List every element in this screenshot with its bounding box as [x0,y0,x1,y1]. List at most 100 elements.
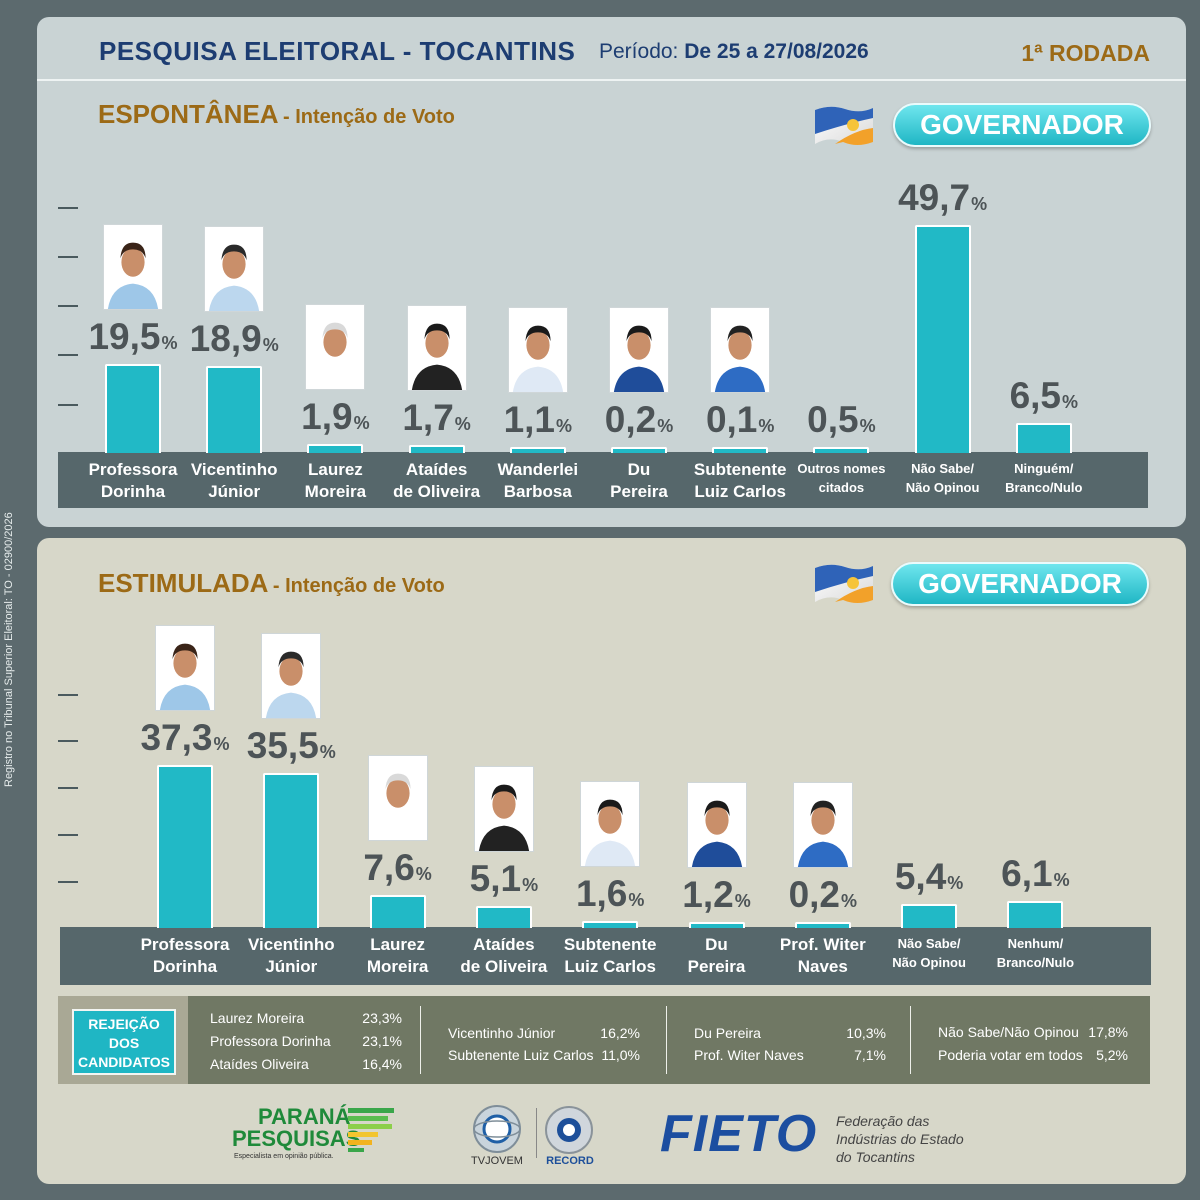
bar [369,894,426,928]
data-label: 19,5% [73,316,193,358]
category-label-line: de Oliveira [460,957,548,976]
data-label-value: 0,2 [604,399,657,440]
data-label: 5,4% [869,856,989,898]
rejection-row: Prof. Witer Naves 7,1% [694,1047,886,1065]
candidate-photo [507,307,568,393]
category-label-line: Moreira [366,957,429,976]
category-label-band [60,927,1151,985]
category-label-line: Professora [88,460,178,479]
data-label-unit: % [947,873,964,894]
bar [914,225,971,453]
period-value: De 25 a 27/08/2026 [684,40,869,63]
data-label: 6,1% [975,853,1095,895]
category-label-line: Branco/Nulo [996,955,1075,970]
category-label: Laurez Moreira [279,459,391,503]
y-axis-tick [58,354,78,356]
data-label-value: 6,1 [1001,853,1053,895]
candidate-photo [686,782,747,868]
candidate-photo [406,305,467,392]
category-label: Prof. Witer Naves [767,934,879,978]
bar [307,444,364,453]
category-label-line: Dorinha [100,482,166,501]
category-label-line: Ninguém/ [1014,461,1074,476]
category-label: Outros nomes citados [785,459,897,497]
chart-title: ESPONTÂNEA [98,99,279,129]
category-label: Ninguém/Branco/Nulo [988,459,1100,497]
data-label-value: 1,9 [301,396,353,438]
parana-pesquisas-logo: PARANÁ PESQUISAS Especialista em opinião… [232,1106,402,1168]
tv-jovem-globe-icon [473,1105,521,1153]
category-label-line: Subtenente [693,460,787,479]
category-label-line: Laurez [370,935,425,954]
y-axis-tick [58,787,78,789]
rejection-list: Laurez Moreira 23,3% Professora Dorinha 23,… [188,996,1150,1084]
bar [475,905,532,928]
y-axis-tick [58,740,78,742]
rejection-box: REJEIÇÃO DOS CANDIDATOS Laurez Moreira 23… [58,996,1150,1084]
category-label: Vicentinho Júnior [178,459,290,503]
category-label-line: Prof. Witer [779,935,866,954]
rejection-name: Ataídes Oliveira [210,1056,309,1072]
page-title: PESQUISA ELEITORAL - TOCANTINS [99,36,576,66]
bar [206,366,263,453]
rejection-title: REJEIÇÃO DOS CANDIDATOS [72,1009,176,1075]
y-axis-tick [58,881,78,883]
office-badge: GOVERNADOR [893,103,1151,147]
data-label: 18,9% [174,318,294,360]
candidate-photo [305,304,366,391]
category-label-line: de Oliveira [393,482,481,501]
bar [263,773,320,928]
candidate-photo [580,781,641,868]
category-label-line: Não Opinou [892,955,966,970]
rejection-name: Laurez Moreira [210,1010,305,1026]
data-label-value: 49,7 [898,177,971,219]
bar [582,921,639,928]
rejection-name: Du Pereira [694,1025,761,1041]
section-title-spontaneous: ESPONTÂNEA - Intenção de Voto [98,99,455,129]
data-label: 1,7% [377,397,497,439]
rejection-row: Poderia votar em todos 5,2% [938,1047,1128,1065]
category-label-line: Moreira [304,482,367,501]
data-label: 49,7% [883,177,1003,219]
rejection-percent: 16,4% [362,1056,402,1072]
category-label: Subtenente Luiz Carlos [684,459,796,503]
category-label-line: Wanderlei [497,460,579,479]
category-label-line: Júnior [265,957,318,976]
bar [105,363,161,453]
bar [157,765,213,928]
bar [611,447,667,453]
category-label-line: Outros nomes [797,461,886,476]
fieto-description: Federação das Indústrias do Estado do To… [836,1113,964,1165]
data-label-value: 18,9 [189,318,262,360]
category-label-line: Subtenente [563,935,657,954]
bar [813,447,870,453]
data-label-value: 5,1 [469,857,522,899]
rejection-divider [666,1006,667,1074]
data-label-unit: % [319,742,336,763]
category-label: Du Pereira [661,934,773,978]
category-label-line: Du [705,935,728,954]
category-label-band [58,452,1148,508]
y-axis-tick [58,207,78,209]
bar [688,922,745,928]
data-label-value: 0,2 [788,874,840,915]
data-label-value: 19,5 [88,315,161,357]
y-axis-tick [58,404,78,406]
category-label: Nenhum/Branco/Nulo [979,934,1091,972]
category-label-line: Du [627,460,651,479]
rejection-name: Poderia votar em todos [938,1047,1083,1063]
category-label: Ataídes de Oliveira [381,459,493,503]
data-label-value: 7,6 [363,846,415,888]
data-label-unit: % [758,416,775,436]
category-label-line: Professora [140,935,230,954]
data-label-unit: % [971,194,988,215]
category-label: Laurez Moreira [342,934,454,978]
data-label-value: 0,5 [807,399,859,440]
bar [509,447,566,453]
rejection-divider [910,1006,911,1074]
data-label: 0,2% [763,874,883,916]
header-bar: PESQUISA ELEITORAL - TOCANTINS Período: … [37,17,1186,81]
data-label-unit: % [213,734,230,755]
data-label: 0,5% [781,399,901,441]
data-label: 1,1% [478,399,598,441]
